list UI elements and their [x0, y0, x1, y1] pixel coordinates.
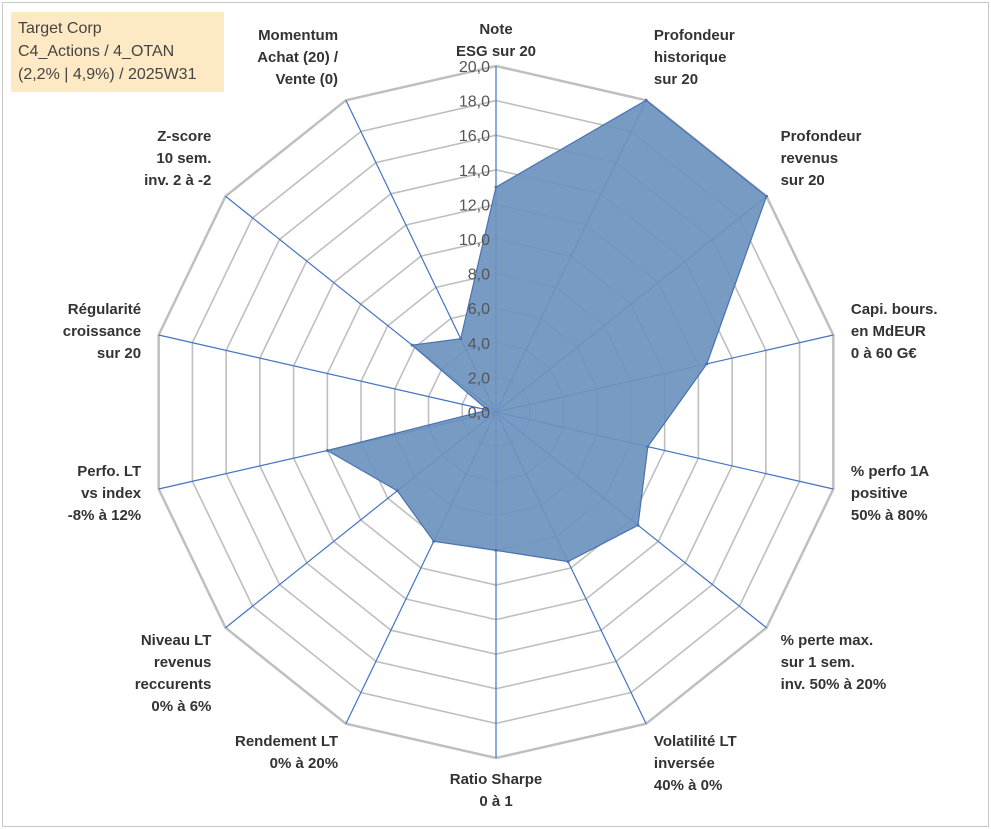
axis-label-line: Vente (0): [276, 71, 339, 88]
axis-label-line: revenus: [781, 150, 839, 167]
tick-label: 0,0: [468, 405, 490, 422]
axis-label-line: 40% à 0%: [654, 777, 722, 794]
axis-spoke-11: [158, 334, 497, 413]
axis-label-line: Momentum: [258, 27, 338, 44]
tick-label: 14,0: [459, 163, 490, 180]
axis-label-line: vs index: [81, 485, 142, 502]
data-point-1: [644, 98, 648, 102]
tick-label: 12,0: [459, 197, 490, 214]
info-box: Target Corp C4_Actions / 4_OTAN (2,2% | …: [11, 12, 224, 92]
data-point-6: [566, 560, 570, 564]
info-company: Target Corp: [18, 20, 102, 37]
axis-label-line: 0 à 1: [479, 793, 512, 810]
data-point-8: [432, 539, 436, 543]
axis-label-line: Capi. bours.: [851, 301, 938, 318]
axis-label-8: Rendement LT 0% à 20%: [235, 733, 338, 772]
data-point-2: [765, 194, 769, 198]
info-category: C4_Actions / 4_OTAN: [18, 43, 175, 60]
axis-label-2: Profondeur revenus sur 20: [781, 128, 862, 189]
axis-label-line: inv. 2 à -2: [144, 172, 211, 189]
axis-label-line: croissance: [63, 323, 141, 340]
axis-label-line: Rendement LT: [235, 733, 338, 750]
axis-label-line: sur 20: [654, 71, 698, 88]
axis-label-line: en MdEUR: [851, 323, 926, 340]
axis-label-line: Profondeur: [654, 27, 735, 44]
axis-label-0: Note ESG sur 20: [456, 21, 536, 60]
axis-label-line: 50% à 80%: [851, 507, 928, 524]
axis-label-line: 0 à 60 G€: [851, 345, 918, 362]
tick-label: 8,0: [468, 267, 490, 284]
tick-label: 4,0: [468, 336, 490, 353]
data-point-7: [494, 548, 498, 552]
axis-label-13: Momentum Achat (20) / Vente (0): [257, 27, 339, 88]
axis-label-line: % perte max.: [781, 632, 874, 649]
axis-label-12: Z-score 10 sem. inv. 2 à -2: [144, 128, 211, 189]
axis-label-line: -8% à 12%: [68, 507, 141, 524]
axis-label-line: sur 1 sem.: [781, 654, 855, 671]
axis-label-10: Perfo. LT vs index -8% à 12%: [68, 463, 142, 524]
data-point-3: [705, 362, 709, 366]
axis-label-5: % perte max. sur 1 sem. inv. 50% à 20%: [781, 632, 887, 693]
data-point-10: [325, 448, 329, 452]
axis-label-line: positive: [851, 485, 908, 502]
axis-label-line: Z-score: [157, 128, 211, 145]
axis-label-line: Profondeur: [781, 128, 862, 145]
tick-label: 20,0: [459, 59, 490, 76]
axis-labels: Note ESG sur 20 Profondeur historique sur 20…: [63, 21, 938, 810]
axis-label-line: ESG sur 20: [456, 43, 536, 60]
axis-label-line: Ratio Sharpe: [450, 771, 543, 788]
axis-label-line: % perfo 1A: [851, 463, 930, 480]
axis-label-line: Note: [479, 21, 512, 38]
axis-label-line: inversée: [654, 755, 715, 772]
axis-label-line: Perfo. LT: [77, 463, 141, 480]
data-point-13: [459, 337, 463, 341]
axis-label-line: 0% à 6%: [151, 698, 211, 715]
axis-label-line: inv. 50% à 20%: [781, 676, 887, 693]
axis-label-4: % perfo 1A positive 50% à 80%: [851, 463, 930, 524]
axis-label-line: Achat (20) /: [257, 49, 339, 66]
data-point-12: [410, 343, 414, 347]
axis-label-line: sur 20: [781, 172, 825, 189]
axis-label-6: Volatilité LT inversée 40% à 0%: [654, 733, 737, 794]
series-area: [325, 99, 768, 563]
axis-label-line: Régularité: [68, 301, 141, 318]
info-weights-week: (2,2% | 4,9%) / 2025W31: [18, 66, 197, 83]
data-point-4: [646, 445, 650, 449]
tick-label: 10,0: [459, 232, 490, 249]
axis-label-line: reccurents: [135, 676, 212, 693]
tick-label: 2,0: [468, 370, 490, 387]
data-area: [325, 98, 769, 564]
axis-label-7: Ratio Sharpe 0 à 1: [450, 771, 543, 810]
axis-label-3: Capi. bours. en MdEUR 0 à 60 G€: [851, 301, 938, 362]
axis-label-line: Niveau LT: [141, 632, 212, 649]
data-point-5: [636, 523, 640, 527]
tick-label: 6,0: [468, 301, 490, 318]
data-point-11: [486, 408, 490, 412]
tick-label: 18,0: [459, 94, 490, 111]
data-point-9: [395, 489, 399, 493]
axis-label-line: historique: [654, 49, 727, 66]
axis-label-line: 0% à 20%: [270, 755, 338, 772]
data-point-0: [494, 185, 498, 189]
radial-ticks: 0,0 2,0 4,0 6,0 8,0 10,0 12,0 14,0 16,0 18,0 20,0: [459, 59, 490, 422]
axis-label-11: Régularité croissance sur 20: [63, 301, 141, 362]
axis-label-9: Niveau LT revenus reccurents 0% à 6%: [135, 632, 212, 715]
tick-label: 16,0: [459, 128, 490, 145]
axis-label-line: 10 sem.: [156, 150, 211, 167]
axis-label-line: revenus: [154, 654, 212, 671]
axis-label-line: sur 20: [97, 345, 141, 362]
axis-label-1: Profondeur historique sur 20: [654, 27, 735, 88]
axis-label-line: Volatilité LT: [654, 733, 737, 750]
